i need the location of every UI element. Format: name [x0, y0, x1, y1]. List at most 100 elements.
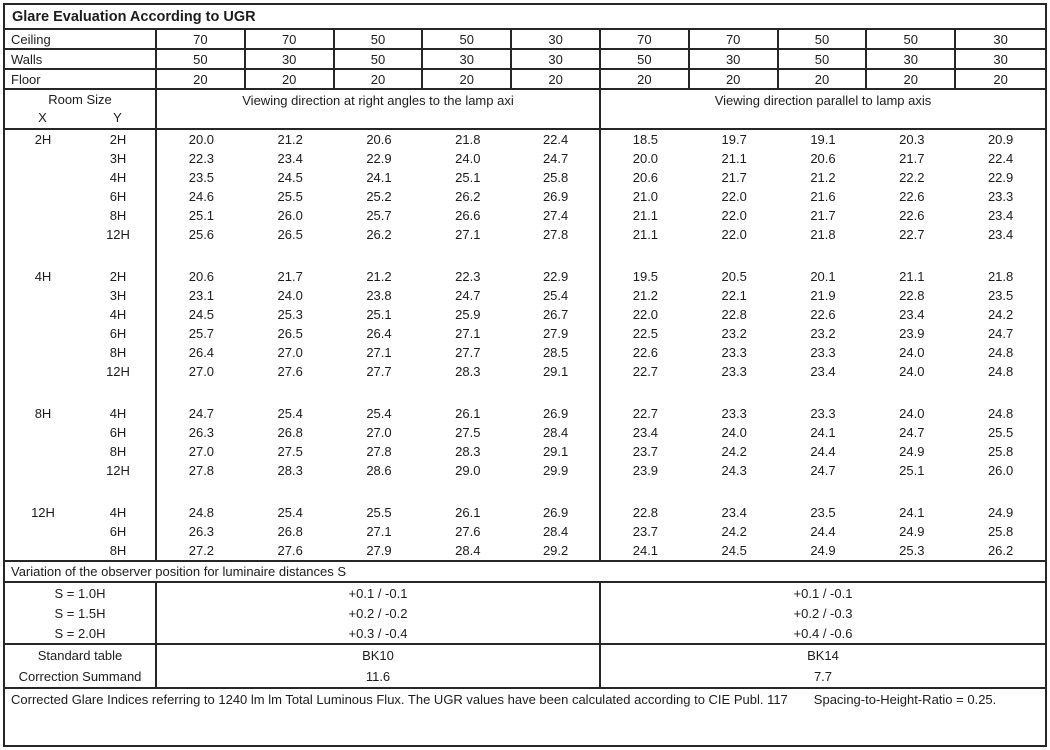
- ugr-value-cell: 27.5: [277, 444, 303, 459]
- ugr-value-cell: 20.0: [188, 132, 215, 147]
- summary-row: Standard table BK10 BK14: [5, 645, 1045, 666]
- ugr-table-row: 6H 24.6 25.5 25.2 26.2 26.9 21.0 22.0 21.6 22.6 23…: [5, 187, 1045, 206]
- gap-cell: [5, 480, 157, 503]
- ugr-value-cell: 25.3: [899, 543, 925, 558]
- ugr-value-cell: 22.9: [512, 267, 601, 286]
- ugr-value-cell: 24.9: [987, 505, 1014, 520]
- ugr-value-cell: 27.1: [455, 227, 481, 242]
- room-y-cell: 3H: [81, 286, 157, 305]
- room-x-cell: [5, 286, 81, 305]
- footer-note: Corrected Glare Indices referring to 124…: [5, 689, 1045, 745]
- ugr-value-cell: 20.9: [987, 132, 1014, 147]
- ugr-value-cell: 22.6: [899, 189, 925, 204]
- summary-left-value: BK10: [157, 645, 601, 666]
- ugr-value-cell: 24.0: [455, 151, 481, 166]
- ugr-value-cell: 24.6: [188, 189, 215, 204]
- ugr-value-cell: 22.0: [721, 208, 747, 223]
- room-y-cell: 6H: [81, 187, 157, 206]
- room-y-cell: 2H: [81, 130, 157, 149]
- ugr-value-cell: 24.8: [188, 505, 215, 520]
- room-y-cell: 8H: [81, 343, 157, 362]
- ugr-value-cell: 22.8: [632, 505, 659, 520]
- ugr-table-row: 3H 23.1 24.0 23.8 24.7 25.4 21.2 22.1 21.9 22.8 23…: [5, 286, 1045, 305]
- variation-row: S = 1.5H +0.2 / -0.2 +0.2 / -0.3: [5, 603, 1045, 623]
- ugr-value-cell: 24.7: [188, 406, 215, 421]
- ugr-value-cell: 22.7: [632, 406, 659, 421]
- ugr-value-cell: 26.8: [277, 425, 303, 440]
- room-x-cell: [5, 305, 81, 324]
- group-gap-row: [5, 381, 1045, 404]
- surface-value: 30: [246, 50, 335, 68]
- ugr-value-cell: 20.3: [899, 132, 925, 147]
- ugr-value-cell: 29.2: [512, 541, 601, 560]
- ugr-table-row: 6H 26.3 26.8 27.0 27.5 28.4 23.4 24.0 24.1 24.7 25…: [5, 423, 1045, 442]
- ugr-value-cell: 23.7: [632, 444, 659, 459]
- ugr-value-cell: 24.0: [721, 425, 747, 440]
- room-x-cell: [5, 522, 81, 541]
- ugr-value-cell: 23.3: [810, 406, 836, 421]
- surface-value: 20: [157, 70, 246, 88]
- ugr-value-cell: 28.6: [366, 463, 392, 478]
- ugr-value-cell: 22.6: [632, 345, 659, 360]
- room-x-cell: [5, 187, 81, 206]
- ugr-value-cell: 21.1: [632, 227, 659, 242]
- ugr-value-cell: 27.1: [455, 326, 481, 341]
- ugr-table-row: 12H 4H 24.8 25.4 25.5 26.1 26.9 22.8 23.4 23.5 24.…: [5, 503, 1045, 522]
- ugr-value-cell: 25.8: [987, 444, 1014, 459]
- ugr-value-cell: 26.0: [277, 208, 303, 223]
- room-x-cell: [5, 461, 81, 480]
- viewing-direction-parallel-header: Viewing direction parallel to lamp axis: [714, 93, 932, 108]
- room-y-cell: 2H: [81, 267, 157, 286]
- ugr-value-cell: 27.2: [188, 543, 215, 558]
- ugr-value-cell: 22.3: [455, 269, 481, 284]
- ugr-value-cell: 20.6: [632, 170, 659, 185]
- ugr-value-cell: 27.9: [512, 324, 601, 343]
- surface-value: 50: [423, 30, 513, 48]
- ugr-value-cell: 21.0: [632, 189, 659, 204]
- ugr-value-cell: 27.1: [366, 524, 392, 539]
- surface-value: 30: [690, 50, 779, 68]
- gap-cell: [157, 381, 601, 404]
- ugr-value-cell: 22.0: [632, 307, 659, 322]
- room-y-cell: 8H: [81, 442, 157, 461]
- summary-rows: Standard table BK10 BK14 Correction Summand…: [5, 643, 1045, 689]
- surface-value: 30: [867, 50, 957, 68]
- summary-right-value: BK14: [807, 648, 839, 663]
- room-size-header: Room Size X Y: [5, 90, 157, 128]
- ugr-value-cell: 21.2: [277, 132, 303, 147]
- ugr-value-cell: 24.0: [899, 364, 925, 379]
- ugr-value-cell: 24.0: [899, 345, 925, 360]
- variation-heading: Variation of the observer position for l…: [5, 560, 1045, 583]
- ugr-value-cell: 24.9: [810, 543, 836, 558]
- room-y-cell: 12H: [81, 461, 157, 480]
- ugr-value-cell: 28.3: [455, 444, 481, 459]
- footer-flux-note: Corrected Glare Indices referring to 124…: [11, 692, 788, 707]
- ugr-value-cell: 22.7: [899, 227, 925, 242]
- ugr-value-cell: 29.1: [512, 362, 601, 381]
- ugr-value-cell: 22.5: [632, 326, 659, 341]
- group-gap-row: [5, 244, 1045, 267]
- ugr-value-cell: 19.1: [810, 132, 836, 147]
- ugr-value-cell: 25.2: [366, 189, 392, 204]
- ugr-value-cell: 29.1: [512, 442, 601, 461]
- surface-value: 30: [512, 50, 601, 68]
- room-x-cell: 4H: [34, 269, 52, 284]
- surface-value: 20: [993, 71, 1008, 87]
- ugr-value-cell: 26.7: [512, 305, 601, 324]
- ugr-value-cell: 24.5: [721, 543, 747, 558]
- ugr-value-cell: 26.2: [455, 189, 481, 204]
- gap-cell: [5, 381, 157, 404]
- ugr-value-cell: 21.2: [366, 269, 392, 284]
- ugr-value-cell: 27.7: [366, 364, 392, 379]
- surface-value: 70: [690, 30, 779, 48]
- ugr-value-cell: 28.4: [512, 522, 601, 541]
- ugr-value-cell: 23.4: [987, 227, 1014, 242]
- footer-shr-note: Spacing-to-Height-Ratio = 0.25.: [813, 692, 997, 707]
- ugr-value-cell: 23.9: [632, 463, 659, 478]
- ugr-table-row: 8H 4H 24.7 25.4 25.4 26.1 26.9 22.7 23.3 23.3 24.0…: [5, 404, 1045, 423]
- room-x-cell: [5, 324, 81, 343]
- surface-value: 30: [993, 51, 1008, 67]
- ugr-value-cell: 24.7: [987, 326, 1014, 341]
- variation-right-value: +0.1 / -0.1: [793, 585, 853, 601]
- surface-value: 20: [601, 70, 690, 88]
